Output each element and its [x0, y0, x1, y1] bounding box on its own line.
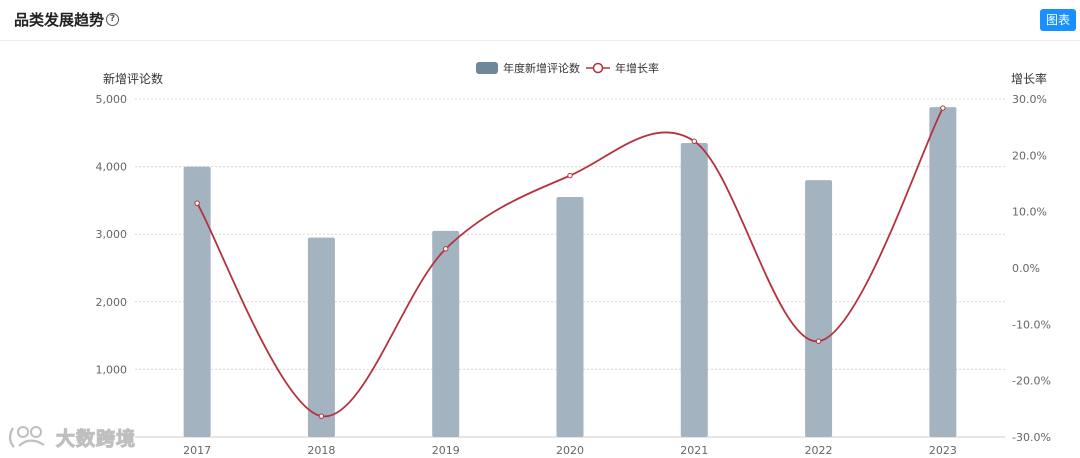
x-tick-label: 2023 — [929, 444, 957, 457]
growth-rate-point — [443, 246, 449, 252]
legend-line-marker — [592, 62, 604, 74]
y-right-tick-label: 20.0% — [1012, 149, 1047, 162]
bar — [432, 230, 460, 437]
y-left-tick-label: 5,000 — [96, 93, 128, 106]
brand-logo-icon — [8, 426, 45, 448]
y-left-tick-label: 1,000 — [96, 363, 128, 376]
bar — [556, 197, 584, 437]
y-right-tick-label: 10.0% — [1012, 206, 1047, 219]
y-right-tick-label: 30.0% — [1012, 93, 1047, 106]
bar — [183, 166, 211, 437]
x-tick-label: 2017 — [183, 444, 211, 457]
growth-rate-point — [194, 200, 200, 206]
y-left-tick-label: 3,000 — [96, 228, 128, 241]
growth-rate-point — [691, 138, 697, 144]
growth-rate-point — [815, 338, 822, 344]
watermark: 大数跨境 — [8, 423, 136, 451]
bar — [680, 142, 708, 437]
x-tick-label: 2021 — [680, 444, 708, 457]
question-circle-icon[interactable]: ? — [106, 13, 119, 26]
y-right-tick-label: -10.0% — [1012, 318, 1051, 331]
x-tick-label: 2020 — [556, 444, 584, 457]
bar — [805, 180, 833, 437]
legend-line-label: 年增长率 — [615, 61, 659, 75]
y-left-axis-title: 新增评论数 — [103, 71, 163, 86]
y-left-tick-label: 4,000 — [96, 161, 128, 174]
growth-rate-point — [567, 172, 573, 179]
chart-view-button[interactable]: 图表 — [1040, 9, 1076, 31]
y-right-axis-title: 增长率 — [1011, 71, 1047, 86]
header-bar: 品类发展趋势 ? 图表 — [0, 0, 1080, 41]
watermark-text: 大数跨境 — [55, 427, 137, 450]
bar — [929, 107, 957, 437]
y-left-tick-label: 2,000 — [96, 296, 128, 309]
x-tick-label: 2022 — [805, 444, 833, 457]
legend-bar-label: 年度新增评论数 — [503, 61, 580, 75]
bar — [307, 237, 335, 437]
growth-rate-point — [940, 105, 946, 111]
page-title: 品类发展趋势 — [14, 11, 105, 29]
x-tick-label: 2018 — [307, 444, 335, 457]
y-right-tick-label: -20.0% — [1012, 375, 1051, 388]
legend-bar-swatch — [476, 62, 498, 74]
growth-rate-point — [318, 413, 325, 419]
y-right-tick-label: -30.0% — [1012, 431, 1051, 444]
y-right-tick-label: 0.0% — [1012, 262, 1040, 275]
x-tick-label: 2019 — [432, 444, 460, 457]
